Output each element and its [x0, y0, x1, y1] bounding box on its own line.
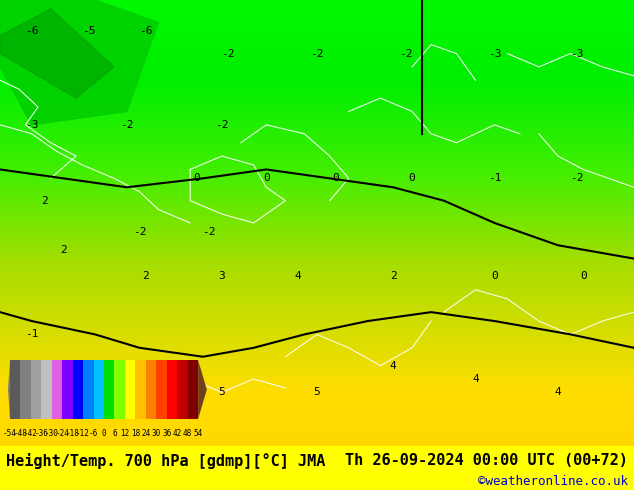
Text: -2: -2: [133, 227, 146, 237]
Text: 2: 2: [41, 196, 48, 206]
Bar: [178, 360, 188, 419]
Text: 0: 0: [263, 173, 269, 183]
Polygon shape: [198, 360, 207, 419]
Text: 0: 0: [409, 173, 415, 183]
Text: 12: 12: [120, 429, 129, 438]
Text: -1: -1: [25, 329, 39, 340]
Bar: [83, 360, 94, 419]
Text: -2: -2: [120, 120, 134, 130]
Text: 2: 2: [143, 271, 149, 281]
Bar: [146, 360, 157, 419]
Text: 4: 4: [295, 271, 301, 281]
Text: 42: 42: [172, 429, 182, 438]
Text: 2: 2: [390, 271, 396, 281]
Text: 30: 30: [152, 429, 161, 438]
Text: 0: 0: [333, 173, 339, 183]
Bar: [125, 360, 136, 419]
Text: -42: -42: [24, 429, 37, 438]
Text: -54: -54: [3, 429, 16, 438]
Polygon shape: [0, 9, 114, 98]
Text: -12: -12: [76, 429, 90, 438]
Text: 3: 3: [111, 361, 117, 370]
Text: -2: -2: [310, 49, 324, 58]
Polygon shape: [8, 360, 10, 419]
Text: 0: 0: [491, 271, 498, 281]
Text: -6: -6: [25, 26, 39, 36]
Text: -2: -2: [399, 49, 413, 58]
Text: 4: 4: [390, 361, 396, 370]
Text: 2: 2: [60, 245, 67, 255]
Text: -2: -2: [570, 173, 584, 183]
Text: -6: -6: [89, 429, 98, 438]
Text: -48: -48: [13, 429, 27, 438]
Text: -3: -3: [488, 49, 501, 58]
Text: 4: 4: [555, 388, 561, 397]
Text: 54: 54: [193, 429, 203, 438]
Text: -5: -5: [82, 26, 96, 36]
Bar: [41, 360, 52, 419]
Text: -1: -1: [488, 173, 501, 183]
Text: 18: 18: [131, 429, 140, 438]
Text: 48: 48: [183, 429, 192, 438]
Text: -18: -18: [66, 429, 79, 438]
Text: Height/Temp. 700 hPa [gdmp][°C] JMA: Height/Temp. 700 hPa [gdmp][°C] JMA: [6, 453, 326, 468]
Bar: [62, 360, 73, 419]
Bar: [115, 360, 125, 419]
Text: 0: 0: [193, 173, 200, 183]
Text: Th 26-09-2024 00:00 UTC (00+72): Th 26-09-2024 00:00 UTC (00+72): [345, 453, 628, 467]
Text: -2: -2: [215, 120, 229, 130]
Text: 24: 24: [141, 429, 150, 438]
Text: -3: -3: [25, 120, 39, 130]
Text: -24: -24: [55, 429, 69, 438]
Bar: [104, 360, 115, 419]
Text: -3: -3: [570, 49, 584, 58]
Text: 5: 5: [314, 388, 320, 397]
Text: 36: 36: [162, 429, 171, 438]
Text: -36: -36: [34, 429, 48, 438]
Text: 0: 0: [101, 429, 107, 438]
Text: -30: -30: [45, 429, 58, 438]
Text: 6: 6: [112, 429, 117, 438]
Text: 4: 4: [472, 374, 479, 384]
Text: 3: 3: [219, 271, 225, 281]
Bar: [94, 360, 104, 419]
Text: 0: 0: [580, 271, 586, 281]
Text: ©weatheronline.co.uk: ©weatheronline.co.uk: [477, 475, 628, 488]
Bar: [31, 360, 41, 419]
Bar: [167, 360, 178, 419]
Text: -6: -6: [139, 26, 153, 36]
Bar: [136, 360, 146, 419]
Bar: [20, 360, 31, 419]
Bar: [10, 360, 20, 419]
Polygon shape: [0, 0, 158, 125]
Bar: [188, 360, 198, 419]
Bar: [157, 360, 167, 419]
Text: 5: 5: [219, 388, 225, 397]
Text: -2: -2: [221, 49, 235, 58]
Bar: [73, 360, 83, 419]
Text: -2: -2: [202, 227, 216, 237]
Bar: [52, 360, 62, 419]
